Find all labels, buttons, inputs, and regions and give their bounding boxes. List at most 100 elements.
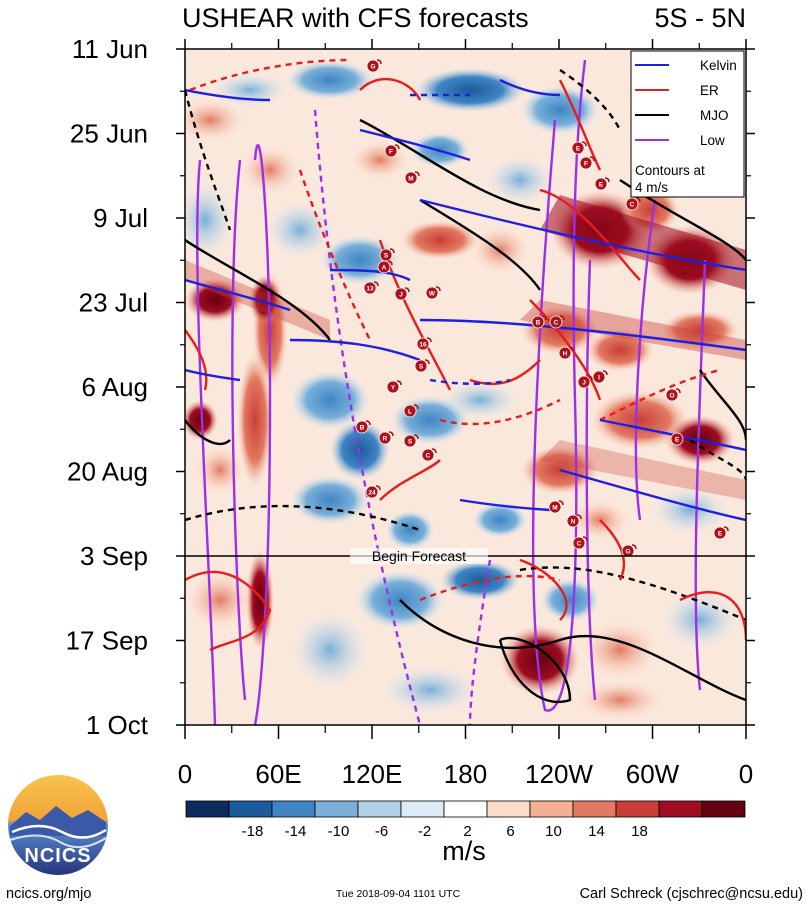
storm-label: G [625,549,630,556]
y-tick-label: 9 Jul [93,203,148,233]
y-axis: 11 Jun 25 Jun 9 Jul 23 Jul 6 Aug 20 Aug 3 Sep 1… [66,34,755,740]
anomaly-blob [590,390,690,450]
storm-marker: E [670,432,686,446]
anomaly-blob [540,578,600,622]
anomaly-blob [385,510,435,550]
contour-line [359,77,422,101]
colorbar-swatch [443,800,488,818]
legend-note-1: Contours at [635,163,705,178]
storm-marker: F [384,144,400,158]
anomaly-blob [472,502,528,538]
footer-website: ncics.org/mjo [6,886,91,902]
contour-line [313,109,422,725]
colorbar-swatch [486,800,531,818]
anomaly-blob [485,155,555,205]
contour-line [359,118,541,212]
contour-line [185,329,208,391]
colorbar-tick-label: 2 [463,823,471,840]
chart-region: 5S - 5N [654,3,746,33]
y-tick-label: 6 Aug [81,372,148,402]
storm-label: M [408,176,413,183]
contour-line [459,498,551,512]
colorbar-swatch [185,800,230,818]
footer-timestamp: Tue 2018-09-04 1101 UTC [336,888,461,900]
contour-line [289,338,421,362]
y-tick-label: 3 Sep [80,541,148,571]
storm-marker: I [592,370,608,384]
storm-marker: W [425,286,441,300]
storm-marker: E [594,177,610,191]
anomaly-blob [575,680,665,720]
storm-marker: E [571,141,587,155]
contour-line [559,69,622,131]
storm-label: Y [391,385,396,392]
x-tick-label: 120E [342,759,403,789]
storm-label: F [389,149,393,156]
contour-line [599,519,626,581]
contour-line [499,78,561,97]
contour-line [185,570,272,652]
storm-label: C [577,541,582,548]
storm-marker: F [579,156,595,170]
storm-marker: R [378,431,394,445]
y-tick-label: 11 Jun [72,34,148,64]
storm-marker: S [414,359,430,373]
storm-marker: S [403,434,419,448]
anomaly-blob [237,350,273,490]
contour-line [185,88,271,102]
anomaly-blob [660,590,740,650]
colorbar-tick-label: -10 [328,823,350,840]
anomaly-blob [290,370,370,430]
anomaly-band [540,195,746,290]
storm-label: C [554,320,559,327]
anomaly-blob [265,200,335,260]
legend-note-2: 4 m/s [635,180,668,195]
storm-marker: M [404,171,420,185]
colorbar-swatch [357,800,402,818]
anomaly-blob [650,485,730,535]
storm-label: A [382,265,387,272]
colorbar-swatch [271,800,316,818]
storm-marker: C [572,536,588,550]
anomaly-blob [350,140,410,180]
storm-marker: J [394,287,410,301]
colorbar-swatch [314,800,359,818]
anomaly-blob [400,220,480,260]
storm-label: E [576,146,581,153]
contour-line [558,79,602,171]
colorbar-tick-label: 18 [631,823,648,840]
contour-line [185,89,232,231]
storm-label: 16 [419,342,427,349]
contour-line [559,468,746,522]
logo-text: NCICS [24,845,91,867]
storm-marker: G [621,544,637,558]
storm-label: L [408,409,412,416]
forecast-label-bg [350,548,488,564]
colorbar-swatch [228,800,273,818]
colorbar-tick-label: 6 [506,823,514,840]
storm-marker: Y [386,380,402,394]
x-tick-label: 60W [626,759,680,789]
y-tick-label: 23 Jul [79,288,148,318]
storm-marker: A [377,260,393,274]
colorbar-tick-label: -14 [285,823,307,840]
storm-label: C [426,453,431,460]
anomaly-blob [380,665,480,715]
chart-title: USHEAR with CFS forecasts [182,3,529,33]
storm-label: G [370,64,375,71]
storm-marker: J [577,375,593,389]
storm-marker: C [625,197,641,211]
colorbar: -18 -14 -10 -6 -2 2 6 10 14 18 [185,800,746,840]
contour-line [379,459,441,501]
storm-label: N [571,519,576,526]
contour-line [329,268,411,282]
storm-label: O [669,393,674,400]
anomaly-band [520,300,746,360]
colorbar-tick-label: 10 [545,823,562,840]
contour-line [185,278,291,312]
colorbar-swatch [572,800,617,818]
contour-line [298,169,372,341]
colorbar-tick-label: -18 [242,823,264,840]
anomaly-blob [185,98,245,142]
